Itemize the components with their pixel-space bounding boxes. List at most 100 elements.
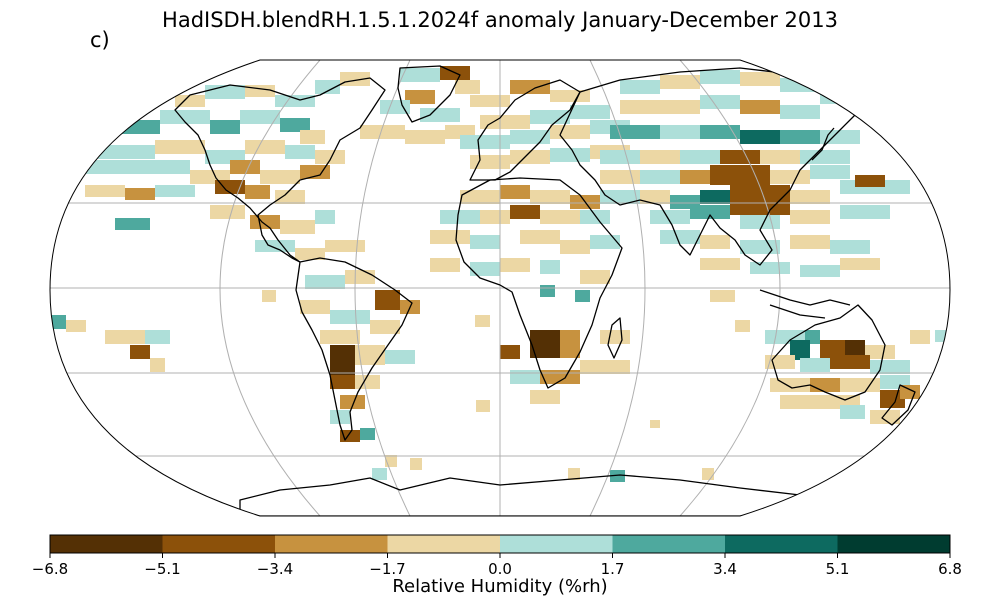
anomaly-cell xyxy=(215,180,245,194)
anomaly-cell xyxy=(740,240,780,254)
anomaly-cell xyxy=(380,100,410,114)
anomaly-cell xyxy=(900,385,920,399)
anomaly-cell xyxy=(150,358,165,372)
anomaly-cell xyxy=(570,105,610,119)
anomaly-cell xyxy=(510,80,550,94)
coast-south-america xyxy=(295,257,413,441)
anomaly-cell xyxy=(455,80,480,94)
anomaly-cell xyxy=(800,150,850,164)
anomaly-cell xyxy=(372,468,387,480)
anomaly-cell xyxy=(700,95,740,109)
globe-outline xyxy=(49,59,951,517)
anomaly-cell xyxy=(660,100,700,114)
anomaly-cell xyxy=(205,85,245,99)
anomaly-cell xyxy=(305,275,345,289)
coast-europe xyxy=(469,79,581,181)
anomaly-cell xyxy=(345,270,375,284)
anomaly-cell xyxy=(700,190,730,204)
anomaly-cell xyxy=(650,420,660,428)
coast-north-america xyxy=(174,77,386,263)
anomaly-cell xyxy=(325,240,365,252)
anomaly-cell xyxy=(865,345,895,359)
anomaly-cell xyxy=(295,248,325,260)
anomaly-cell xyxy=(330,410,350,424)
anomaly-cell xyxy=(280,220,315,234)
colorbar-segment xyxy=(725,535,838,553)
anomaly-cell xyxy=(620,100,660,114)
meridian-line xyxy=(354,60,411,516)
anomaly-cell xyxy=(460,190,500,204)
anomaly-cell xyxy=(475,315,490,327)
colorbar-segment xyxy=(612,535,726,553)
anomaly-cell xyxy=(340,395,365,409)
anomaly-cell xyxy=(580,210,610,224)
anomaly-cell xyxy=(530,110,570,124)
anomaly-cell xyxy=(230,160,260,174)
anomaly-cell xyxy=(660,230,700,244)
anomaly-cell xyxy=(470,95,510,107)
anomaly-cell xyxy=(700,258,740,270)
anomaly-cell xyxy=(210,120,240,134)
anomaly-cell xyxy=(260,170,300,184)
anomaly-cell xyxy=(95,145,155,159)
anomaly-cell xyxy=(210,205,245,219)
anomaly-cell xyxy=(175,95,205,107)
anomaly-cell xyxy=(935,330,950,342)
anomaly-cell xyxy=(410,458,422,470)
anomaly-cell xyxy=(780,78,820,92)
anomaly-cell xyxy=(580,360,630,374)
anomaly-cell xyxy=(500,345,520,359)
colorbar-segment xyxy=(162,535,276,553)
anomaly-cell xyxy=(575,290,590,302)
anomaly-cell xyxy=(780,105,820,119)
anomaly-cell xyxy=(315,80,340,94)
anomaly-cell xyxy=(340,72,370,86)
anomaly-cell xyxy=(355,375,380,389)
anomaly-cell xyxy=(855,175,885,187)
anomaly-cell xyxy=(275,190,305,204)
colorbar-tick-label: −5.1 xyxy=(144,560,180,578)
anomaly-cell xyxy=(405,90,435,104)
anomaly-cell xyxy=(730,185,790,215)
anomaly-cell xyxy=(790,210,830,224)
anomaly-cell xyxy=(820,340,845,358)
anomaly-cell xyxy=(735,320,750,332)
anomaly-cell xyxy=(476,400,490,412)
anomaly-cell xyxy=(590,235,620,249)
anomaly-cell xyxy=(510,130,550,144)
colorbar-tick-label: 1.7 xyxy=(601,560,625,578)
anomaly-cell xyxy=(550,148,590,162)
anomaly-cell xyxy=(700,125,740,139)
anomaly-cell xyxy=(600,150,640,164)
anomaly-cell xyxy=(740,72,780,86)
anomaly-cell xyxy=(740,130,780,144)
coast-africa xyxy=(455,177,623,389)
colorbar-segment xyxy=(837,535,951,553)
anomaly-cell xyxy=(275,95,315,107)
anomaly-cell xyxy=(52,315,66,329)
anomaly-cell xyxy=(145,330,170,344)
colorbar-tick-label: −1.7 xyxy=(369,560,405,578)
coast-antarctica xyxy=(239,474,801,516)
anomaly-cell xyxy=(360,125,405,139)
anomaly-cell xyxy=(285,145,315,159)
anomaly-cell xyxy=(262,290,276,302)
anomaly-cell xyxy=(910,330,930,344)
anomaly-cell xyxy=(810,165,850,179)
anomaly-cell xyxy=(640,150,680,164)
anomaly-cell xyxy=(568,468,580,480)
anomaly-cell xyxy=(115,218,150,230)
anomaly-cell xyxy=(470,262,500,276)
coast-indonesia xyxy=(759,289,851,319)
anomaly-cell xyxy=(870,360,910,374)
anomaly-grid-cells xyxy=(52,66,950,482)
data-layer xyxy=(50,60,950,516)
colorbar-segment xyxy=(275,535,388,553)
anomaly-cell xyxy=(830,240,870,254)
anomaly-cell xyxy=(105,330,145,344)
panel-label: c) xyxy=(90,28,110,52)
anomaly-cell xyxy=(840,258,880,270)
anomaly-cell xyxy=(300,130,325,144)
anomaly-cell xyxy=(810,378,840,392)
